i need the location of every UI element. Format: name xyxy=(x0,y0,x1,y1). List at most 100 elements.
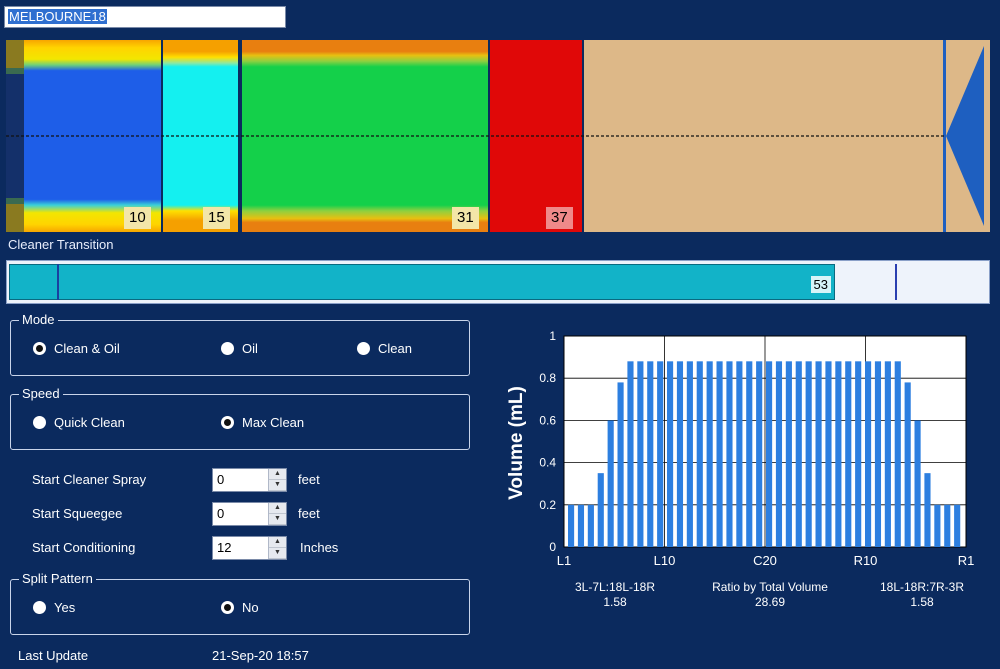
ratio-left-label: 3L-7L:18L-18R xyxy=(574,580,656,594)
mode-group: Mode Clean & Oil Oil Clean xyxy=(10,312,470,376)
chart-bar xyxy=(934,504,941,547)
chart-bar xyxy=(736,361,743,547)
cleaner-transition-fill: 53 xyxy=(9,264,835,300)
chart-y-axis-label: Volume (mL) xyxy=(506,386,527,500)
chart-bar xyxy=(855,361,862,547)
radio-unselected-icon xyxy=(33,601,46,614)
pattern-name-input[interactable]: MELBOURNE18 xyxy=(4,6,286,28)
ratio-right: 18L-18R:7R-3R 1.58 xyxy=(862,580,982,610)
segment-label-4: 37 xyxy=(546,207,573,229)
split-yes-radio[interactable]: Yes xyxy=(33,600,75,615)
radio-unselected-icon xyxy=(33,416,46,429)
ratio-total-value: 28.69 xyxy=(754,595,786,609)
chart-y-tick-label: 0.8 xyxy=(539,371,556,385)
start-cleaner-spray-unit: feet xyxy=(298,472,320,487)
chart-x-tick-label: R1 xyxy=(958,553,975,568)
ratio-total: Ratio by Total Volume 28.69 xyxy=(690,580,850,610)
start-cleaner-spray-label: Start Cleaner Spray xyxy=(32,472,147,487)
ratio-right-value: 1.58 xyxy=(910,595,934,609)
segment-label-3: 31 xyxy=(452,207,479,229)
speed-quick-clean-radio[interactable]: Quick Clean xyxy=(33,415,125,430)
chart-bar xyxy=(904,382,911,547)
cleaner-start-marker[interactable] xyxy=(57,264,59,300)
chart-bar xyxy=(874,361,882,547)
spin-down-icon[interactable]: ▼ xyxy=(269,548,286,559)
cleaner-transition-bar[interactable]: 53 xyxy=(6,260,990,304)
spin-up-icon[interactable]: ▲ xyxy=(269,503,286,514)
mode-clean-label: Clean xyxy=(378,341,412,356)
spin-down-icon[interactable]: ▼ xyxy=(269,480,286,491)
chart-bar xyxy=(865,361,872,547)
pattern-name-text: MELBOURNE18 xyxy=(8,9,107,24)
chart-bar xyxy=(607,420,614,547)
ratio-left-value: 1.58 xyxy=(603,595,627,609)
chart-bar xyxy=(815,361,822,547)
spin-down-icon[interactable]: ▼ xyxy=(269,514,286,525)
chart-bar xyxy=(894,361,901,547)
chart-bar xyxy=(835,361,842,547)
spin-up-icon[interactable]: ▲ xyxy=(269,537,286,548)
speed-legend: Speed xyxy=(19,386,63,401)
chart-y-tick-label: 0 xyxy=(549,540,556,554)
chart-bar xyxy=(805,361,812,547)
radio-selected-icon xyxy=(33,342,46,355)
chart-bar xyxy=(954,504,961,547)
last-update-value: 21-Sep-20 18:57 xyxy=(212,648,309,663)
split-pattern-legend: Split Pattern xyxy=(19,571,96,586)
chart-bar xyxy=(597,473,604,547)
start-squeegee-stepper[interactable]: 0 ▲ ▼ xyxy=(212,502,287,526)
chart-bar xyxy=(795,361,802,547)
chart-bar xyxy=(686,361,693,547)
chart-bar xyxy=(785,361,792,547)
radio-selected-icon xyxy=(221,416,234,429)
chart-bar xyxy=(568,504,575,547)
split-no-radio[interactable]: No xyxy=(221,600,259,615)
chart-y-ticks: 0 0.2 0.4 0.6 0.8 1 xyxy=(539,329,556,554)
chart-bar xyxy=(775,361,783,547)
chart-bar xyxy=(657,361,664,547)
ratio-left: 3L-7L:18L-18R 1.58 xyxy=(560,580,670,610)
start-conditioning-stepper[interactable]: 12 ▲ ▼ xyxy=(212,536,287,560)
last-update-label: Last Update xyxy=(18,648,89,663)
chart-bar xyxy=(676,361,684,547)
chart-x-tick-label: C20 xyxy=(753,553,777,568)
chart-bar xyxy=(825,361,832,547)
mode-clean-oil-label: Clean & Oil xyxy=(54,341,120,356)
start-conditioning-label: Start Conditioning xyxy=(32,540,136,555)
chart-bar xyxy=(766,361,773,547)
mode-oil-radio[interactable]: Oil xyxy=(221,341,258,356)
chart-bar xyxy=(924,473,931,547)
cleaner-transition-title: Cleaner Transition xyxy=(8,237,114,252)
mode-oil-label: Oil xyxy=(242,341,258,356)
chart-bar xyxy=(637,361,644,547)
cleaner-end-marker[interactable] xyxy=(895,264,897,300)
chart-bar xyxy=(577,504,585,547)
start-cleaner-spray-stepper[interactable]: 0 ▲ ▼ xyxy=(212,468,287,492)
chart-bar xyxy=(587,504,594,547)
speed-max-clean-radio[interactable]: Max Clean xyxy=(221,415,304,430)
chart-bar xyxy=(647,361,654,547)
chart-x-tick-label: L1 xyxy=(557,553,571,568)
speed-group: Speed Quick Clean Max Clean xyxy=(10,386,470,450)
lane-pattern-graphic xyxy=(6,40,990,232)
start-squeegee-value[interactable]: 0 xyxy=(217,506,225,521)
start-squeegee-unit: feet xyxy=(298,506,320,521)
mode-clean-radio[interactable]: Clean xyxy=(357,341,412,356)
radio-unselected-icon xyxy=(221,342,234,355)
ratio-total-label: Ratio by Total Volume xyxy=(712,580,828,594)
chart-bar xyxy=(914,420,921,547)
chart-y-tick-label: 0.6 xyxy=(539,413,556,427)
start-conditioning-unit: Inches xyxy=(300,540,339,555)
chart-bar xyxy=(746,361,753,547)
split-pattern-group: Split Pattern Yes No xyxy=(10,571,470,635)
chart-bar xyxy=(667,361,674,547)
split-yes-label: Yes xyxy=(54,600,76,615)
start-cleaner-spray-value[interactable]: 0 xyxy=(217,472,225,487)
start-conditioning-value[interactable]: 12 xyxy=(217,540,232,555)
segment-label-2: 15 xyxy=(203,207,230,229)
ratio-right-label: 18L-18R:7R-3R xyxy=(879,580,965,594)
mode-clean-oil-radio[interactable]: Clean & Oil xyxy=(33,341,120,356)
chart-bar xyxy=(944,504,951,547)
chart-x-tick-label: R10 xyxy=(854,553,878,568)
spin-up-icon[interactable]: ▲ xyxy=(269,469,286,480)
